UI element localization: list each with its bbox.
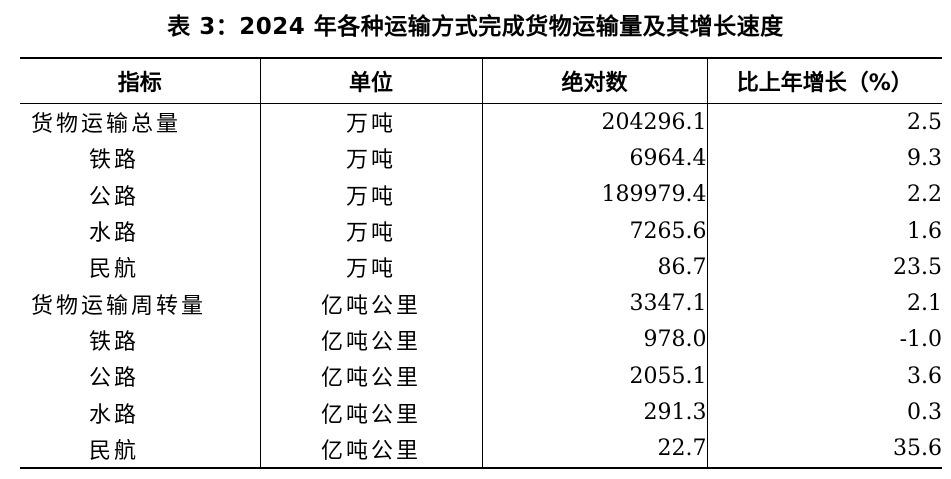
growth-rate-cell: 3.6 (706, 358, 942, 395)
absolute-value-cell: 7265.6 (481, 212, 707, 250)
unit-cell: 亿吨公里 (259, 394, 482, 431)
unit-cell: 万吨 (259, 140, 482, 177)
unit-cell: 亿吨公里 (259, 430, 482, 469)
unit-cell: 万吨 (259, 212, 482, 250)
growth-rate-cell: -1.0 (706, 321, 942, 359)
table-title: 表 3：2024 年各种运输方式完成货物运输量及其增长速度 (167, 14, 784, 40)
absolute-value-cell: 2055.1 (481, 358, 707, 395)
unit-cell: 亿吨公里 (259, 358, 482, 395)
table-row: 货物运输总量 万吨 204296.1 2.5 (20, 103, 942, 141)
growth-rate-cell: 2.1 (706, 285, 942, 322)
growth-rate-cell: 23.5 (706, 249, 942, 286)
absolute-value-cell: 22.7 (481, 430, 707, 469)
table-row: 民航 万吨 86.7 23.5 (20, 249, 942, 286)
header-row: 指标 单位 绝对数 比上年增长（%） (20, 57, 942, 104)
indicator-cell: 水路 (89, 402, 140, 428)
table-row: 民航 亿吨公里 22.7 35.6 (20, 430, 942, 469)
absolute-value-cell: 86.7 (481, 249, 707, 286)
absolute-value-cell: 978.0 (481, 321, 707, 359)
table-row: 铁路 亿吨公里 978.0 -1.0 (20, 321, 942, 359)
unit-cell: 亿吨公里 (259, 321, 482, 359)
growth-rate-cell: 2.5 (706, 103, 942, 141)
table-row: 铁路 万吨 6964.4 9.3 (20, 140, 942, 177)
indicator-cell: 水路 (89, 221, 140, 247)
indicator-cell: 公路 (89, 184, 140, 210)
freight-table: 指标 单位 绝对数 比上年增长（%） 货物运输总量 万吨 204296.1 2.5 铁路… (20, 57, 942, 469)
growth-rate-cell: 35.6 (706, 430, 942, 469)
table-header: 指标 单位 绝对数 比上年增长（%） (20, 57, 942, 104)
table-row: 货物运输周转量 亿吨公里 3347.1 2.1 (20, 285, 942, 322)
table-row: 水路 万吨 7265.6 1.6 (20, 212, 942, 250)
absolute-value-cell: 204296.1 (481, 103, 707, 141)
header-absolute: 绝对数 (481, 57, 707, 104)
growth-rate-cell: 0.3 (706, 394, 942, 431)
growth-rate-cell: 1.6 (706, 212, 942, 250)
unit-cell: 万吨 (259, 103, 482, 141)
table-row: 公路 万吨 189979.4 2.2 (20, 176, 942, 213)
absolute-value-cell: 6964.4 (481, 140, 707, 177)
indicator-cell: 铁路 (89, 148, 140, 174)
table-row: 公路 亿吨公里 2055.1 3.6 (20, 358, 942, 395)
indicator-cell: 民航 (89, 257, 140, 283)
growth-rate-cell: 9.3 (706, 140, 942, 177)
indicator-cell: 货物运输总量 (31, 112, 182, 138)
header-unit: 单位 (259, 57, 482, 104)
header-indicator: 指标 (20, 57, 260, 104)
indicator-cell: 铁路 (89, 329, 140, 355)
header-growth: 比上年增长（%） (706, 57, 942, 104)
absolute-value-cell: 189979.4 (481, 176, 707, 213)
indicator-cell: 货物运输周转量 (31, 293, 207, 319)
unit-cell: 万吨 (259, 176, 482, 213)
indicator-cell: 公路 (89, 366, 140, 392)
unit-cell: 万吨 (259, 249, 482, 286)
table-row: 水路 亿吨公里 291.3 0.3 (20, 394, 942, 431)
indicator-cell: 民航 (20, 430, 260, 469)
unit-cell: 亿吨公里 (259, 285, 482, 322)
growth-rate-cell: 2.2 (706, 176, 942, 213)
absolute-value-cell: 3347.1 (481, 285, 707, 322)
absolute-value-cell: 291.3 (481, 394, 707, 431)
table-body: 货物运输总量 万吨 204296.1 2.5 铁路 万吨 6964.4 9.3 公路 万吨 1899… (20, 103, 942, 469)
